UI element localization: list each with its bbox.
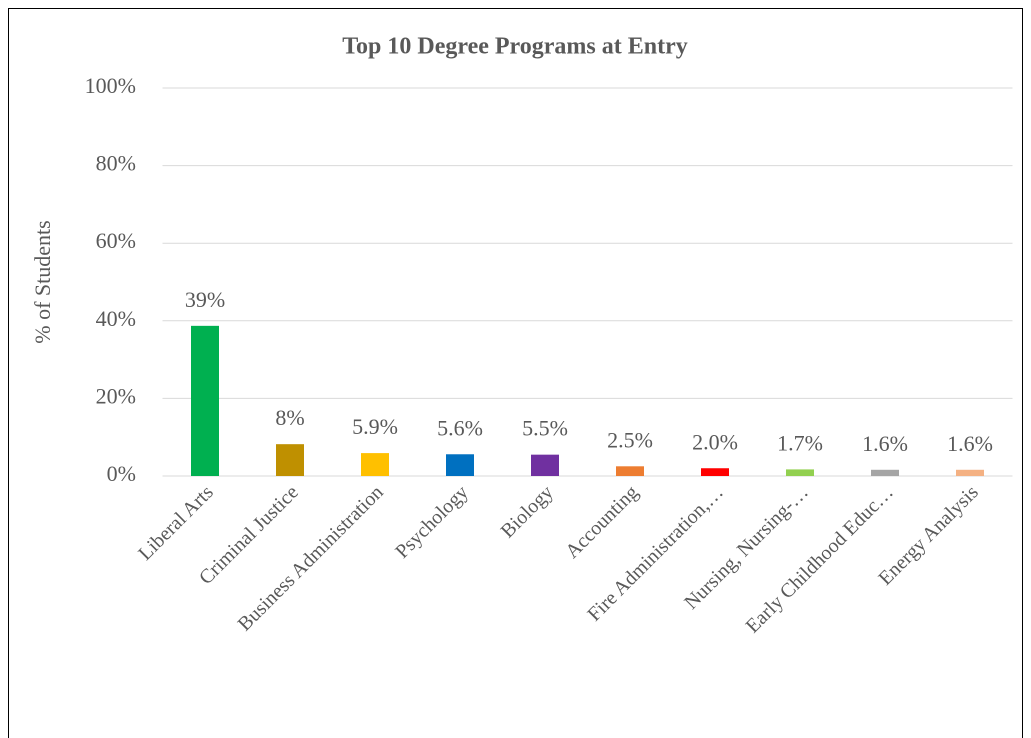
bar — [616, 466, 644, 476]
data-label: 2.0% — [692, 429, 738, 454]
bar — [531, 454, 559, 476]
y-tick-label: 80% — [96, 151, 136, 176]
y-tick-label: 0% — [107, 461, 136, 486]
data-label: 1.7% — [777, 430, 823, 455]
bar — [361, 453, 389, 476]
bar — [191, 325, 219, 476]
y-tick-label: 40% — [96, 306, 136, 331]
bar — [871, 469, 899, 476]
chart-title: Top 10 Degree Programs at Entry — [342, 34, 688, 60]
y-tick-label: 60% — [96, 228, 136, 253]
data-label: 1.6% — [862, 431, 908, 456]
data-label: 5.9% — [352, 414, 398, 439]
data-label: 8% — [275, 405, 304, 430]
bar — [956, 469, 984, 476]
data-label: 39% — [185, 287, 225, 312]
chart-frame — [8, 8, 1023, 738]
data-label: 2.5% — [607, 427, 653, 452]
bar — [276, 444, 304, 476]
bar — [786, 469, 814, 476]
y-axis-label: % of Students — [30, 220, 55, 343]
data-label: 1.6% — [947, 431, 993, 456]
bar — [701, 468, 729, 476]
bar — [446, 454, 474, 476]
y-tick-label: 20% — [96, 383, 136, 408]
y-tick-label: 100% — [85, 73, 136, 98]
data-label: 5.5% — [522, 416, 568, 441]
data-label: 5.6% — [437, 415, 483, 440]
